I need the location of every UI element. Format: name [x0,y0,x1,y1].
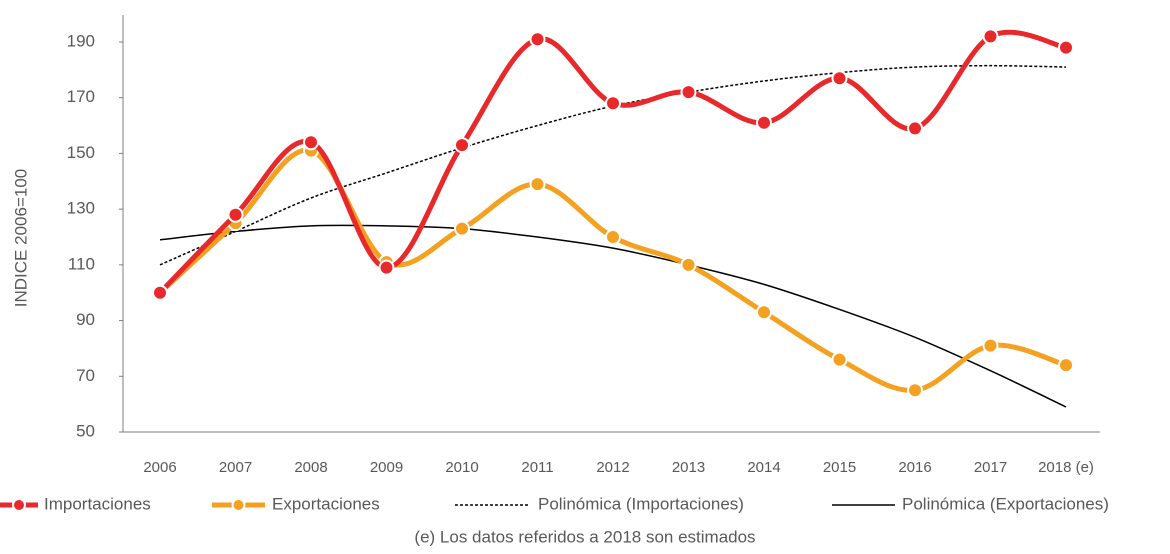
x-tick-label: 2017 [974,459,1007,476]
marker [907,382,923,399]
marker [680,84,697,101]
x-tick-label: 2016 [898,459,931,476]
y-tick-label: 110 [68,254,95,273]
marker [756,304,772,321]
marker [756,114,772,131]
marker [831,351,848,368]
x-tick-label: 2008 [294,459,327,476]
marker [831,70,848,87]
marker [152,284,168,301]
marker [529,31,546,48]
marker [605,229,621,245]
y-tick-label: 170 [67,87,95,106]
y-tick-label: 50 [76,421,95,440]
y-tick-label: 130 [67,199,95,218]
note: (e) Los datos referidos a 2018 son estim… [414,527,755,546]
x-tick-label: 2013 [672,459,705,476]
x-tick-label: 2012 [596,459,629,476]
legend-label: Polinómica (Exportaciones) [902,494,1109,513]
marker [378,259,395,276]
y-tick-label: 70 [76,366,95,385]
x-tick-label: 2007 [219,459,252,476]
x-tick-label: 2015 [823,459,856,476]
data-line [158,147,1067,393]
marker [605,95,621,112]
marker [227,206,244,223]
x-tick-label: 2010 [445,459,478,476]
x-tick-label: 2014 [747,459,780,476]
y-tick-label: 190 [67,31,95,50]
trend-line [159,224,1067,408]
marker [680,256,697,273]
marker [454,137,470,154]
marker [1058,357,1074,374]
data-line [158,29,1067,295]
y-tick-label: 90 [76,310,95,329]
x-tick-label: 2018 (e) [1038,459,1094,476]
y-tick-label: 150 [67,143,95,162]
marker [982,28,999,45]
y-axis-label: INDICE 2006=100 [11,169,30,307]
marker [303,134,319,151]
marker [907,120,923,137]
legend-marker [12,498,26,512]
legend-label: Polinómica (Importaciones) [538,494,744,513]
marker [1058,39,1074,56]
x-tick-label: 2009 [370,459,403,476]
marker [982,337,999,354]
legend-label: Importaciones [44,494,151,513]
legend-marker [231,498,246,512]
marker [529,176,546,193]
x-tick-label: 2006 [143,459,176,476]
x-tick-label: 2011 [521,459,553,476]
marker [454,220,470,237]
legend-label: Exportaciones [272,494,380,513]
